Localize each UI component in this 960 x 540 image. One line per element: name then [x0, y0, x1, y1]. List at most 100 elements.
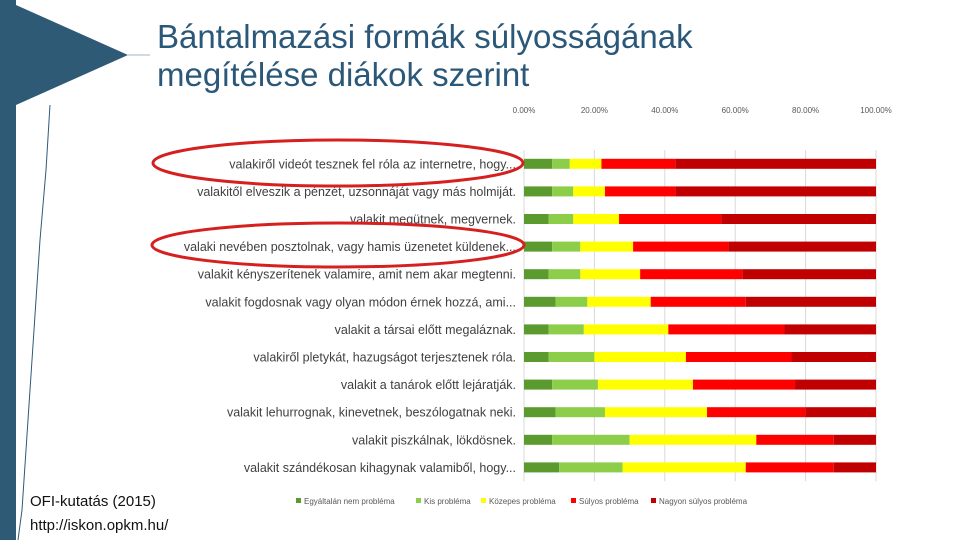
bar-segment — [756, 434, 834, 445]
bar-segment — [728, 241, 876, 252]
category-label: valakit a tanárok előtt lejáratják. — [341, 378, 516, 392]
chart-legend: Egyáltalán nem probléma Kis probléma Közep… — [296, 497, 748, 506]
bar-segment — [524, 158, 553, 169]
bar-segment — [692, 379, 796, 390]
bar-segment — [707, 407, 806, 418]
category-label: valakiről videót tesznek fel róla az int… — [229, 157, 516, 171]
legend-swatch — [296, 498, 301, 503]
bar-segment — [833, 434, 876, 445]
legend-swatch — [651, 498, 656, 503]
bar-segment — [597, 379, 693, 390]
bar-segment — [594, 352, 686, 362]
bar-segment — [685, 352, 792, 362]
x-tick-label: 80.00% — [792, 106, 819, 115]
bar-segment — [587, 296, 651, 307]
bar-segment — [548, 324, 584, 335]
bar-segment — [569, 158, 602, 169]
category-label: valakit lehurrognak, kinevetnek, beszólo… — [227, 406, 516, 420]
x-axis-ticks: 0.00% 20.00% 40.00% 60.00% 80.00% 100.00% — [513, 106, 892, 115]
chart-bars — [524, 158, 876, 473]
bar-segment — [622, 462, 746, 473]
bar-segment — [555, 407, 605, 418]
bar-segment — [675, 186, 876, 197]
category-label: valakit kényszerítenek valamire, amit ne… — [198, 268, 516, 282]
legend-label: Közepes probléma — [489, 497, 556, 506]
x-tick-label: 40.00% — [651, 106, 678, 115]
category-label: valakit megütnek, megvernek. — [350, 213, 516, 227]
bar-segment — [795, 379, 876, 390]
category-label: valaki nevében posztolnak, vagy hamis üz… — [184, 240, 516, 254]
bar-segment — [524, 434, 553, 445]
bar-segment — [833, 462, 876, 473]
decorative-arrow — [16, 5, 150, 540]
bar-segment — [650, 296, 746, 307]
category-label: valakit szándékosan kihagynak valamiből,… — [244, 461, 516, 475]
bar-segment — [524, 269, 549, 280]
bar-segment — [668, 324, 785, 335]
bar-segment — [524, 296, 556, 307]
bar-segment — [791, 352, 876, 362]
legend-label: Kis probléma — [424, 497, 471, 506]
bar-segment — [580, 269, 641, 280]
bar-segment — [619, 214, 722, 224]
x-tick-label: 0.00% — [513, 106, 536, 115]
bar-segment — [559, 462, 623, 473]
bar-segment — [524, 324, 549, 335]
bar-segment — [524, 214, 549, 224]
bar-segment — [573, 214, 620, 224]
bar-segment — [524, 379, 553, 390]
sidebar-band — [0, 0, 16, 540]
bar-segment — [784, 324, 876, 335]
bar-segment — [552, 241, 581, 252]
category-label: valakit piszkálnak, lökdösnek. — [352, 433, 516, 447]
bar-segment — [583, 324, 669, 335]
legend-label: Egyáltalán nem probléma — [304, 497, 395, 506]
legend-swatch — [416, 498, 421, 503]
bar-segment — [580, 241, 634, 252]
bar-segment — [524, 407, 556, 418]
bar-segment — [745, 296, 876, 307]
bar-segment — [604, 186, 676, 197]
bar-segment — [524, 186, 553, 197]
bar-segment — [640, 269, 743, 280]
category-label: valakiről pletykát, hazugságot terjeszte… — [253, 351, 516, 365]
bar-segment — [524, 352, 549, 362]
bar-segment — [601, 158, 676, 169]
category-label: valakit fogdosnak vagy olyan módon érnek… — [205, 295, 516, 309]
bar-segment — [604, 407, 708, 418]
bar-segment — [524, 462, 560, 473]
bar-segment — [555, 296, 588, 307]
bar-segment — [633, 241, 729, 252]
x-tick-label: 20.00% — [581, 106, 608, 115]
bar-segment — [548, 214, 574, 224]
legend-label: Nagyon súlyos probléma — [659, 497, 748, 506]
bar-segment — [552, 158, 570, 169]
slide-title: Bántalmazási formák súlyosságának megíté… — [157, 18, 693, 93]
bar-segment — [675, 158, 876, 169]
legend-swatch — [571, 498, 576, 503]
category-labels: valakiről videót tesznek fel róla az int… — [184, 157, 516, 475]
x-tick-label: 60.00% — [722, 106, 749, 115]
bar-segment — [548, 269, 581, 280]
bar-segment — [721, 214, 876, 224]
bar-segment — [629, 434, 757, 445]
bar-segment — [548, 352, 595, 362]
bar-segment — [524, 241, 553, 252]
category-label: valakit a társai előtt megaláznak. — [335, 323, 516, 337]
legend-swatch — [481, 498, 486, 503]
bar-segment — [742, 269, 876, 280]
bar-segment — [552, 186, 574, 197]
source-url[interactable]: http://iskon.opkm.hu/ — [30, 517, 169, 534]
chart-gridlines — [523, 150, 877, 482]
bar-segment — [745, 462, 834, 473]
bar-segment — [573, 186, 605, 197]
bar-segment — [552, 434, 630, 445]
source-footer: OFI-kutatás (2015) http://iskon.opkm.hu/ — [30, 490, 168, 538]
legend-label: Súlyos probléma — [579, 497, 639, 506]
source-label: OFI-kutatás (2015) — [30, 493, 156, 510]
x-tick-label: 100.00% — [860, 106, 892, 115]
bar-segment — [805, 407, 876, 418]
bar-segment — [552, 379, 598, 390]
category-label: valakitől elveszik a pénzét, uzsonnáját … — [197, 185, 516, 199]
